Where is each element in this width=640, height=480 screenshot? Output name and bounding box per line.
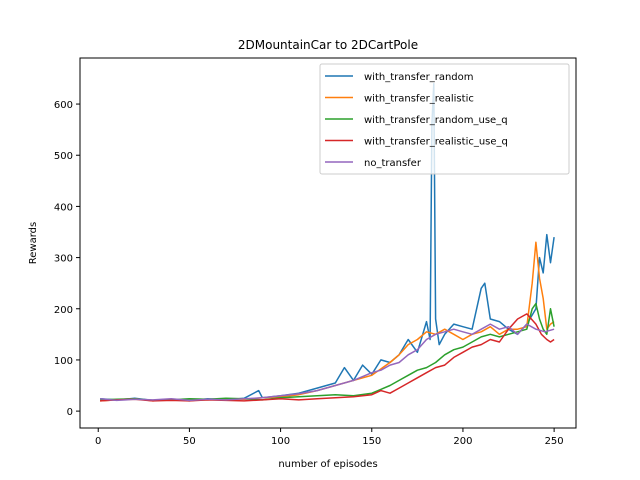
y-axis-label: Rewards xyxy=(28,222,39,264)
legend-label: with_transfer_random_use_q xyxy=(364,115,508,126)
legend-box xyxy=(319,63,570,175)
y-axis-ticks: 0 100 200 300 400 500 600 xyxy=(54,100,80,418)
y-tick-label: 300 xyxy=(54,254,73,265)
y-tick-label: 400 xyxy=(54,202,73,213)
x-tick-label: 0 xyxy=(95,436,101,447)
y-tick-label: 500 xyxy=(54,151,73,162)
y-tick-label: 0 xyxy=(67,407,73,418)
legend-label: with_transfer_realistic_use_q xyxy=(364,137,508,148)
x-tick-label: 150 xyxy=(362,436,381,447)
plot-lines xyxy=(100,82,555,402)
legend-label: with_transfer_realistic xyxy=(364,94,474,105)
legend-label: no_transfer xyxy=(364,158,422,169)
legend: with_transfer_random with_transfer_realis… xyxy=(319,63,570,175)
x-axis-ticks: 0 50 100 150 200 250 xyxy=(95,428,564,447)
y-tick-label: 100 xyxy=(54,356,73,367)
x-tick-label: 50 xyxy=(183,436,196,447)
x-axis-label: number of episodes xyxy=(278,459,377,470)
y-tick-label: 200 xyxy=(54,305,73,316)
x-tick-label: 200 xyxy=(453,436,472,447)
y-tick-label: 600 xyxy=(54,100,73,111)
legend-label: with_transfer_random xyxy=(364,72,474,83)
x-tick-label: 100 xyxy=(271,436,290,447)
x-tick-label: 250 xyxy=(545,436,564,447)
series-line-no-transfer xyxy=(100,323,555,402)
plot-frame xyxy=(79,57,577,429)
chart-title: 2DMountainCar to 2DCartPole xyxy=(238,38,418,52)
